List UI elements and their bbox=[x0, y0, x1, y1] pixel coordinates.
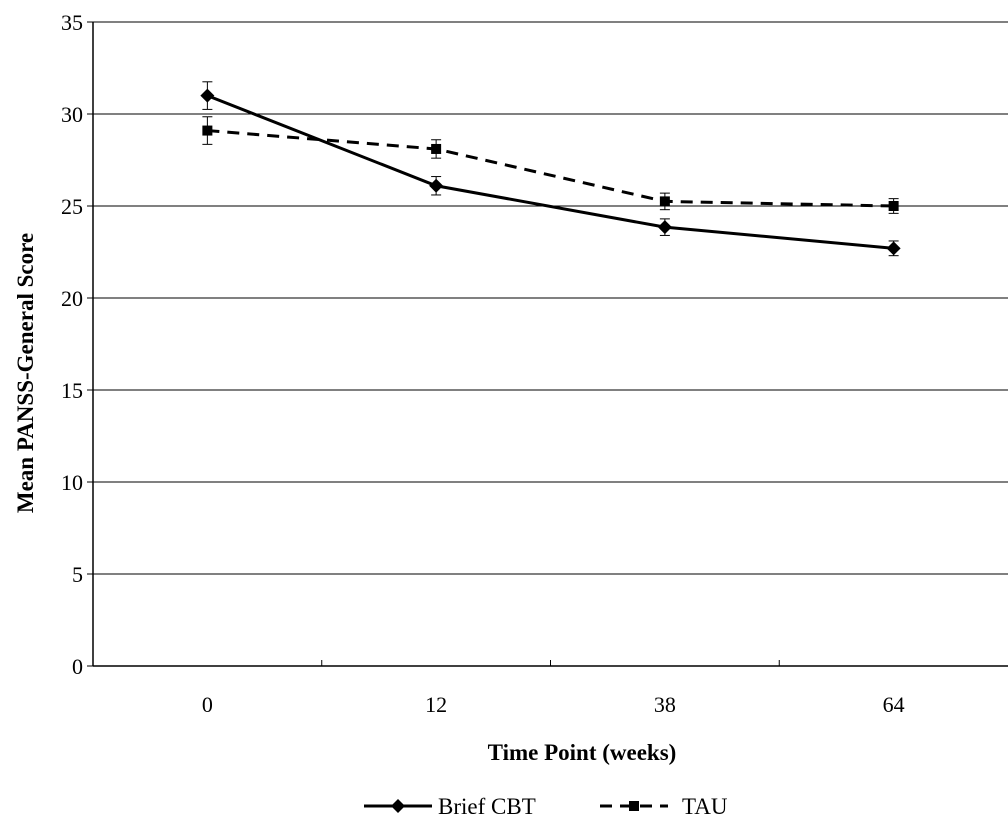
series-brief-cbt bbox=[200, 81, 901, 257]
y-tick-label: 10 bbox=[61, 470, 83, 495]
data-point-brief-cbt bbox=[200, 88, 215, 103]
x-tick-label: 0 bbox=[202, 692, 213, 717]
legend: Brief CBT TAU bbox=[364, 794, 728, 819]
y-tick-label: 15 bbox=[61, 378, 83, 403]
x-tick-label: 12 bbox=[425, 692, 447, 717]
y-tick-label: 20 bbox=[61, 286, 83, 311]
data-point-brief-cbt bbox=[886, 241, 901, 256]
x-tick-label: 38 bbox=[654, 692, 676, 717]
data-point-tau bbox=[888, 201, 899, 211]
y-tick-label: 30 bbox=[61, 102, 83, 127]
series bbox=[200, 81, 901, 257]
series-line-brief-cbt bbox=[206, 94, 894, 250]
series-tau bbox=[202, 116, 899, 214]
y-tick-label: 0 bbox=[72, 654, 83, 679]
data-point-brief-cbt bbox=[657, 220, 672, 235]
legend-swatch-marker bbox=[629, 801, 639, 811]
legend-item-brief-cbt: Brief CBT bbox=[364, 794, 536, 819]
legend-label: TAU bbox=[682, 794, 728, 819]
series-line-tau bbox=[207, 129, 894, 208]
legend-label: Brief CBT bbox=[438, 794, 536, 819]
axes bbox=[87, 21, 1008, 667]
y-tick-labels: 0 5 10 15 20 25 30 35 bbox=[61, 10, 83, 679]
data-point-tau bbox=[659, 196, 670, 207]
y-tick-label: 25 bbox=[61, 194, 83, 219]
data-point-brief-cbt bbox=[429, 178, 444, 193]
data-point-tau bbox=[202, 125, 213, 136]
legend-swatch-marker bbox=[391, 799, 405, 813]
y-tick-label: 5 bbox=[72, 562, 83, 587]
y-axis-title: Mean PANSS-General Score bbox=[13, 233, 38, 513]
x-axis-title: Time Point (weeks) bbox=[488, 740, 677, 765]
y-tick-label: 35 bbox=[61, 10, 83, 35]
x-tick-label: 64 bbox=[883, 692, 905, 717]
data-point-tau bbox=[431, 143, 442, 154]
x-tick-labels: 0 12 38 64 bbox=[202, 692, 905, 717]
legend-item-tau: TAU bbox=[600, 794, 728, 819]
